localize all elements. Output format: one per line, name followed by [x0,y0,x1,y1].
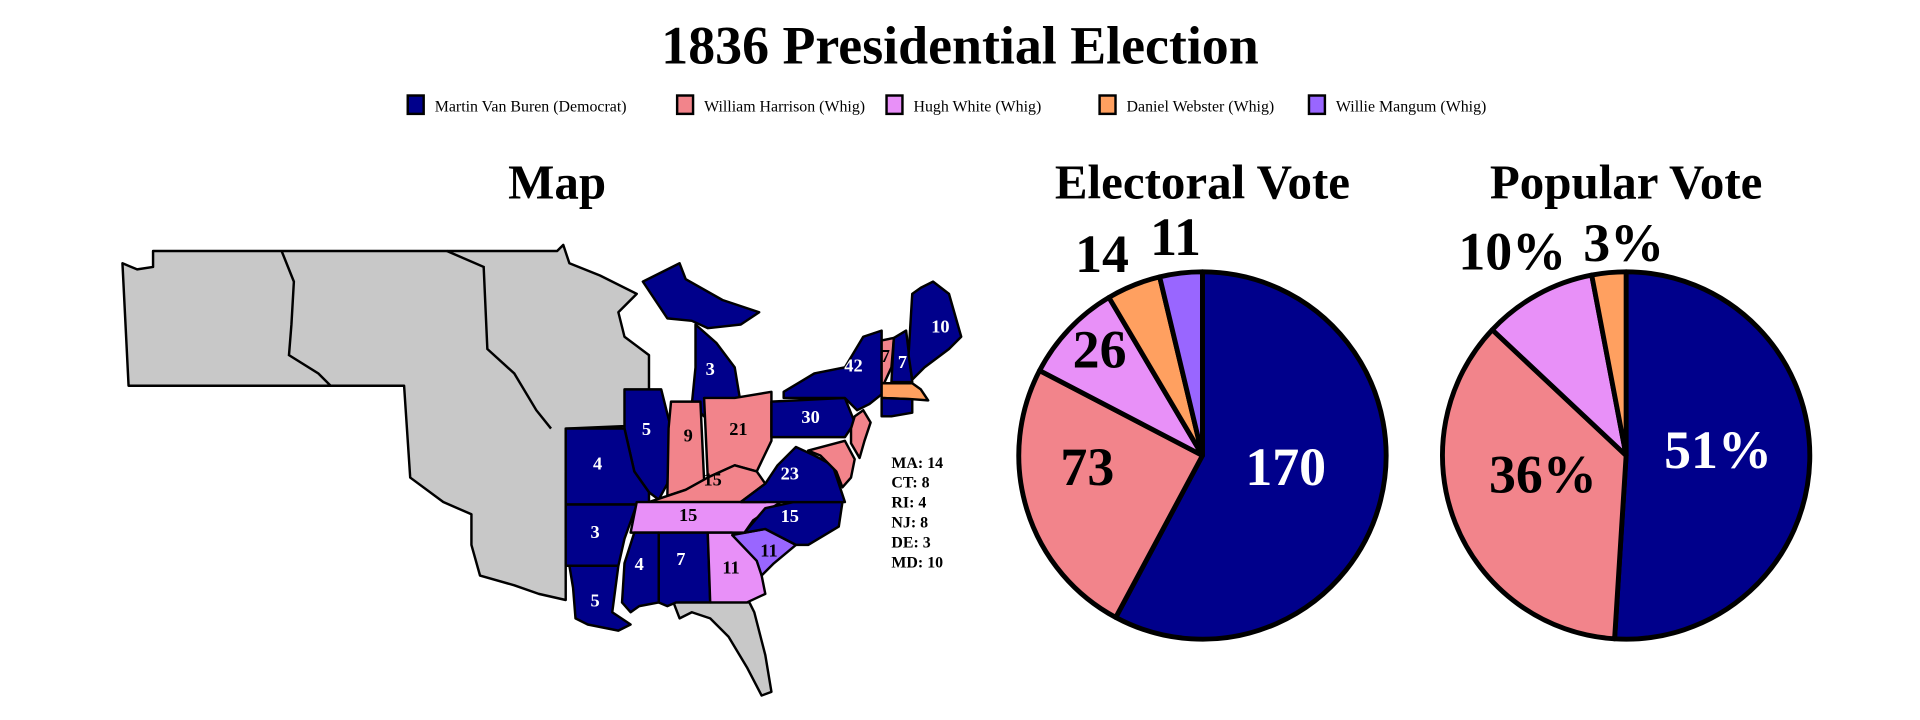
territories-unvoted [121,243,651,602]
legend-label: William Harrison (Whig) [704,98,865,115]
map-title: Map [508,154,606,209]
pie-slice [1589,269,1629,458]
legend-label: Hugh White (Whig) [913,98,1041,115]
small-state-ev: NJ: 8 [891,515,928,532]
pie-slice-label: 26 [1073,319,1127,379]
state-ev-label: 21 [729,419,747,439]
state-ev-label: 10 [931,316,949,336]
small-state-ev: MA: 14 [891,455,943,472]
small-state-ev: MD: 10 [891,555,943,572]
state-ev-label: 23 [781,463,799,483]
legend-swatch [675,94,695,116]
state-north-carolina [743,500,844,547]
pie-slice-label: 73 [1060,437,1114,497]
state-ev-label: 4 [593,454,602,474]
figure-title: 1836 Presidential Election [661,16,1258,76]
state-connecticut-rhode-island [880,396,914,418]
legend-swatch [406,94,425,116]
pie-title: Electoral Vote [1055,154,1350,209]
state-ev-label: 7 [881,346,890,366]
legend-label: Daniel Webster (Whig) [1127,98,1275,115]
state-georgia [706,531,767,604]
state-virginia [739,445,847,504]
state-ev-label: 15 [703,469,721,489]
state-ev-label: 15 [781,506,799,526]
pie-slice [1157,269,1205,458]
state-ev-label: 7 [676,549,685,569]
pie-slice-label: 36% [1489,444,1597,504]
state-michigan-upper [641,262,761,330]
state-ev-label: 9 [684,425,693,445]
state-ev-label: 7 [898,352,907,372]
pie-slice [1612,269,1813,642]
pie-slice-label: 51% [1664,420,1772,480]
legend-swatch [885,94,904,116]
state-new-york [782,329,883,412]
pie-slice-label: 3% [1583,213,1664,273]
pie-slice [1113,269,1389,642]
small-state-ev: RI: 4 [891,495,926,512]
state-ev-label: 42 [844,356,862,376]
state-new-jersey [849,408,872,460]
legend: Martin Van Buren (Democrat) William Harri… [406,94,1486,116]
state-maine [907,280,963,381]
state-louisiana [568,564,632,632]
pie-chart-popular-vote: Popular Vote 51% 36% 10% 3% [1440,154,1813,642]
state-ev-label: 11 [760,540,777,560]
state-vermont [880,336,896,385]
pie-slice [1489,272,1629,458]
pie-slice-label: 11 [1150,207,1201,267]
state-florida [672,601,773,697]
legend-swatch [1098,94,1117,116]
state-ev-label: 3 [706,359,715,379]
state-arkansas [564,503,638,567]
small-state-ev: DE: 3 [891,535,930,552]
legend-label: Willie Mangum (Whig) [1336,98,1486,115]
territory-border [446,249,552,430]
state-ev-label: 11 [722,558,739,578]
small-state-ev: CT: 8 [891,475,929,492]
pie-slice-label: 14 [1075,224,1129,284]
legend-swatch [1307,94,1327,116]
state-ev-label: 5 [591,591,600,611]
state-ev-label: 5 [642,419,651,439]
pie-slice [1440,327,1629,642]
legend-label: Martin Van Buren (Democrat) [435,98,627,115]
pie-slice-label: 170 [1245,437,1326,497]
state-maryland-delaware [806,439,856,489]
territory-border [280,250,332,387]
pie-slice [1037,294,1205,458]
state-ev-label: 3 [591,522,600,542]
small-states-legend: MA: 14 CT: 8 RI: 4 NJ: 8 DE: 3 MD: 10 [891,455,943,572]
pie-title: Popular Vote [1490,154,1763,209]
state-ev-label: 4 [635,554,644,574]
state-alabama [657,531,712,608]
pie-chart-electoral-vote: Electoral Vote 170 73 26 14 11 [1016,154,1389,642]
pie-slice-label: 10% [1458,222,1566,282]
state-ev-label: 30 [801,407,819,427]
state-ev-label: 15 [679,505,697,525]
